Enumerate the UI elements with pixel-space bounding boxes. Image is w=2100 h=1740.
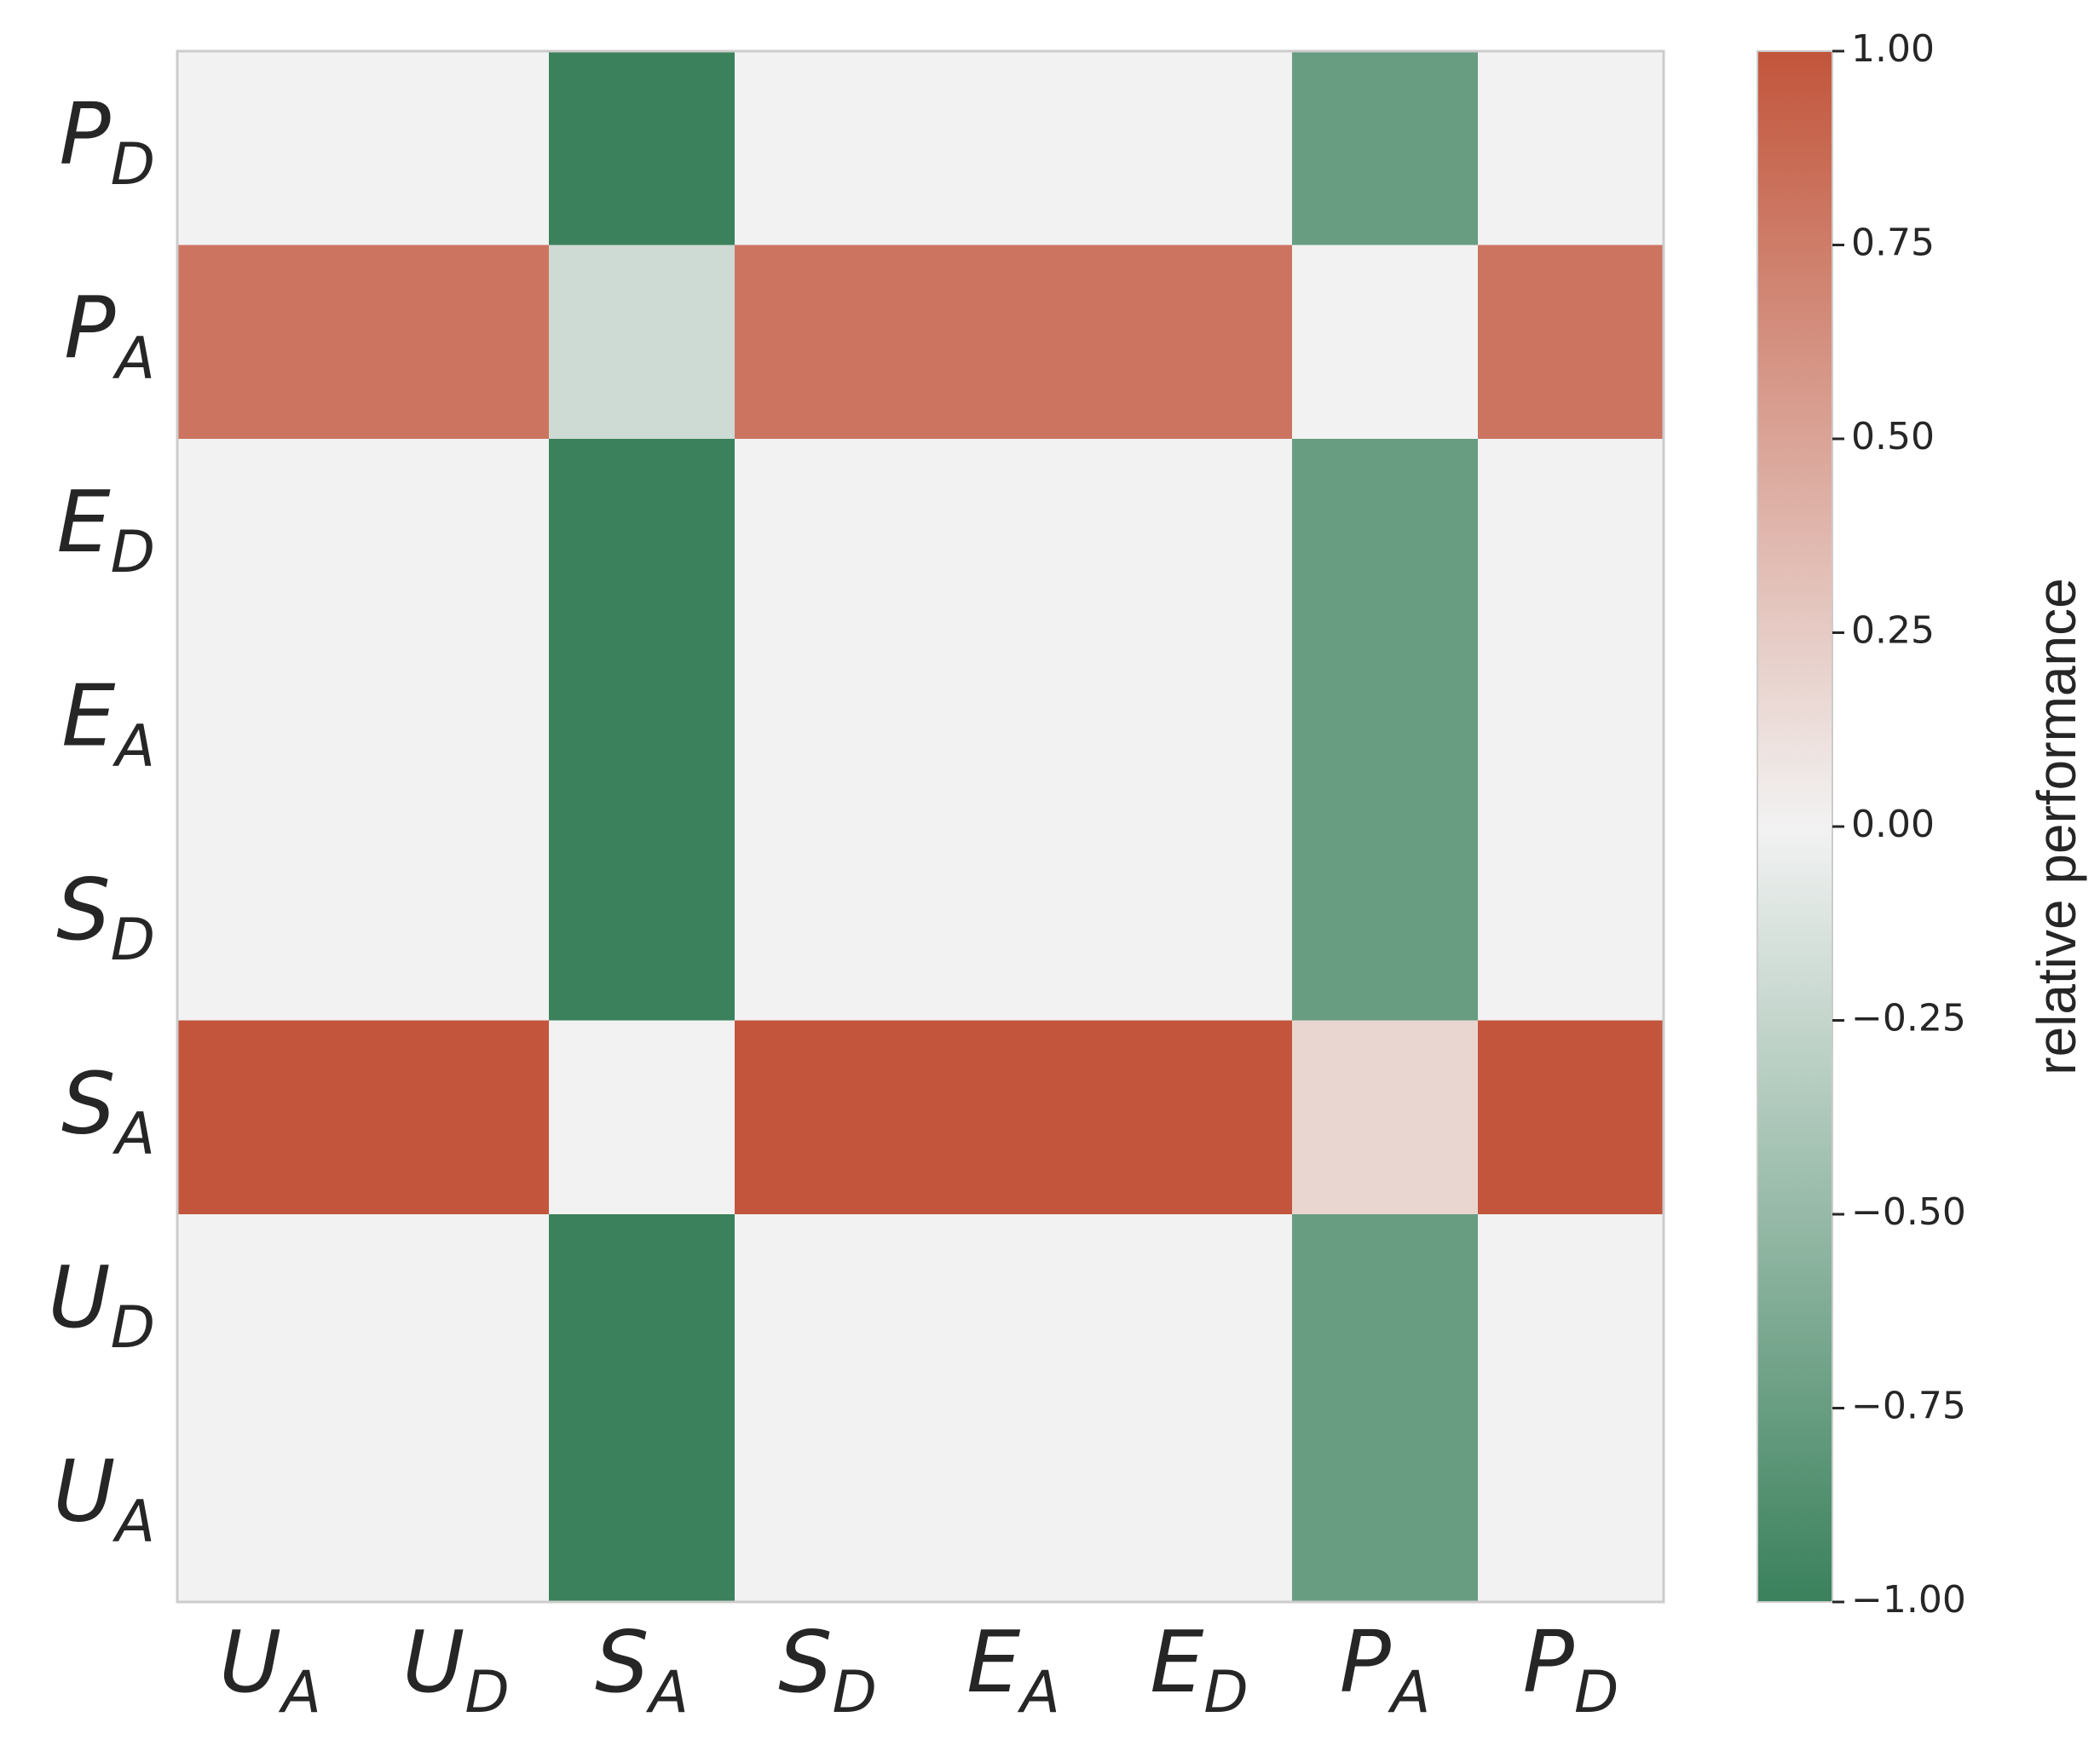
- colorbar-tick-label: 1.00: [1851, 27, 1935, 71]
- x-tick-label: SA: [595, 1612, 689, 1726]
- heatmap-cell: [1106, 51, 1293, 245]
- x-tick-label: EA: [966, 1612, 1060, 1726]
- heatmap-cell: [920, 1020, 1107, 1215]
- x-tick-label: ED: [1150, 1612, 1249, 1726]
- colorbar-tick-label: 0.75: [1851, 222, 1935, 265]
- heatmap-cell: [735, 1408, 921, 1603]
- colorbar-tick-label: −0.25: [1851, 997, 1966, 1040]
- heatmap-cell: [549, 245, 736, 440]
- x-tick-label: UA: [219, 1612, 321, 1726]
- heatmap-cell: [177, 439, 364, 633]
- colorbar-tick-label: 0.00: [1851, 803, 1935, 846]
- colorbar-ticks: 1.00 0.75 0.50 0.25 0.00 −0.25 −0.50 −0.75 −1.00: [1832, 27, 1966, 1622]
- heatmap-cell: [549, 827, 736, 1021]
- heatmap-cell: [1292, 51, 1479, 245]
- heatmap-cell: [363, 827, 550, 1021]
- heatmap-cell: [1106, 1020, 1293, 1215]
- heatmap-cell: [920, 245, 1107, 440]
- heatmap-cell: [920, 51, 1107, 245]
- heatmap-cell: [363, 439, 550, 633]
- y-axis-tick-labels: PD PA ED EA SD SA UD UA: [48, 84, 155, 1556]
- heatmap-cell: [920, 439, 1107, 633]
- heatmap-cell: [1106, 632, 1293, 827]
- heatmap-cell: [549, 1408, 736, 1603]
- heatmap-cell: [735, 1020, 921, 1215]
- x-tick-label: PA: [1340, 1612, 1431, 1726]
- heatmap-cell: [920, 1408, 1107, 1603]
- heatmap-cell: [1292, 632, 1479, 827]
- plot-frame: [176, 49, 1665, 1604]
- heatmap-cell: [1106, 1408, 1293, 1603]
- heatmap-cell: [363, 51, 550, 245]
- heatmap-cell: [920, 1214, 1107, 1409]
- heatmap-cell: [735, 51, 921, 245]
- colorbar-tick-label: −0.75: [1851, 1385, 1966, 1428]
- y-tick-label: UD: [48, 1247, 155, 1362]
- heatmap-cell: [735, 1214, 921, 1409]
- heatmap-cell: [549, 51, 736, 245]
- heatmap-cell: [1106, 439, 1293, 633]
- colorbar-label: relative performance: [2026, 578, 2087, 1075]
- y-tick-label: ED: [56, 472, 155, 586]
- heatmap-cell: [1292, 827, 1479, 1021]
- heatmap-cells: [177, 51, 1664, 1603]
- heatmap-cell: [177, 1214, 364, 1409]
- x-tick-label: UD: [402, 1612, 510, 1726]
- heatmap-cell: [177, 827, 364, 1021]
- heatmap-cell: [177, 1020, 364, 1215]
- heatmap-cell: [1292, 439, 1479, 633]
- heatmap-cell: [1478, 51, 1664, 245]
- heatmap-cell: [1478, 1408, 1664, 1603]
- x-tick-label: SD: [778, 1612, 877, 1726]
- y-tick-label: UA: [53, 1441, 155, 1555]
- colorbar: [1757, 50, 1833, 1603]
- heatmap-cell: [363, 632, 550, 827]
- heatmap-cell: [1292, 1214, 1479, 1409]
- heatmap-cell: [549, 439, 736, 633]
- heatmap-cell: [363, 245, 550, 440]
- x-axis-tick-labels: UA UD SA SD EA ED PA PD: [219, 1612, 1618, 1726]
- heatmap-cell: [1292, 1408, 1479, 1603]
- heatmap-cell: [1478, 245, 1664, 440]
- heatmap-cell: [920, 827, 1107, 1021]
- y-tick-label: SD: [56, 860, 155, 974]
- y-tick-label: SA: [61, 1053, 155, 1167]
- heatmap-cell: [177, 632, 364, 827]
- heatmap-cell: [1106, 245, 1293, 440]
- heatmap-cell: [549, 1214, 736, 1409]
- heatmap-cell: [735, 245, 921, 440]
- heatmap-cell: [549, 1020, 736, 1215]
- heatmap-cell: [1478, 827, 1664, 1021]
- colorbar-tick-label: −1.00: [1851, 1578, 1966, 1622]
- heatmap-cell: [363, 1408, 550, 1603]
- colorbar-tick-label: 0.25: [1851, 609, 1935, 653]
- heatmap-cell: [363, 1214, 550, 1409]
- heatmap-cell: [177, 245, 364, 440]
- colorbar-tick-label: 0.50: [1851, 415, 1935, 458]
- y-tick-label: PA: [64, 278, 155, 392]
- heatmap-cell: [1478, 439, 1664, 633]
- heatmap-cell: [177, 51, 364, 245]
- heatmap-cell: [363, 1020, 550, 1215]
- y-tick-label: EA: [61, 665, 155, 780]
- y-tick-label: PD: [59, 84, 155, 199]
- heatmap-cell: [735, 439, 921, 633]
- heatmap-cell: [920, 632, 1107, 827]
- heatmap-cell: [735, 827, 921, 1021]
- heatmap-cell: [1106, 1214, 1293, 1409]
- heatmap-cell: [549, 632, 736, 827]
- heatmap-cell: [1478, 632, 1664, 827]
- heatmap-cell: [1292, 1020, 1479, 1215]
- x-tick-label: PD: [1523, 1612, 1619, 1726]
- heatmap-cell: [177, 1408, 364, 1603]
- heatmap-cell: [1478, 1020, 1664, 1215]
- heatmap-cell: [735, 632, 921, 827]
- heatmap-cell: [1478, 1214, 1664, 1409]
- colorbar-tick-label: −0.50: [1851, 1190, 1966, 1234]
- heatmap-cell: [1106, 827, 1293, 1021]
- heatmap-cell: [1292, 245, 1479, 440]
